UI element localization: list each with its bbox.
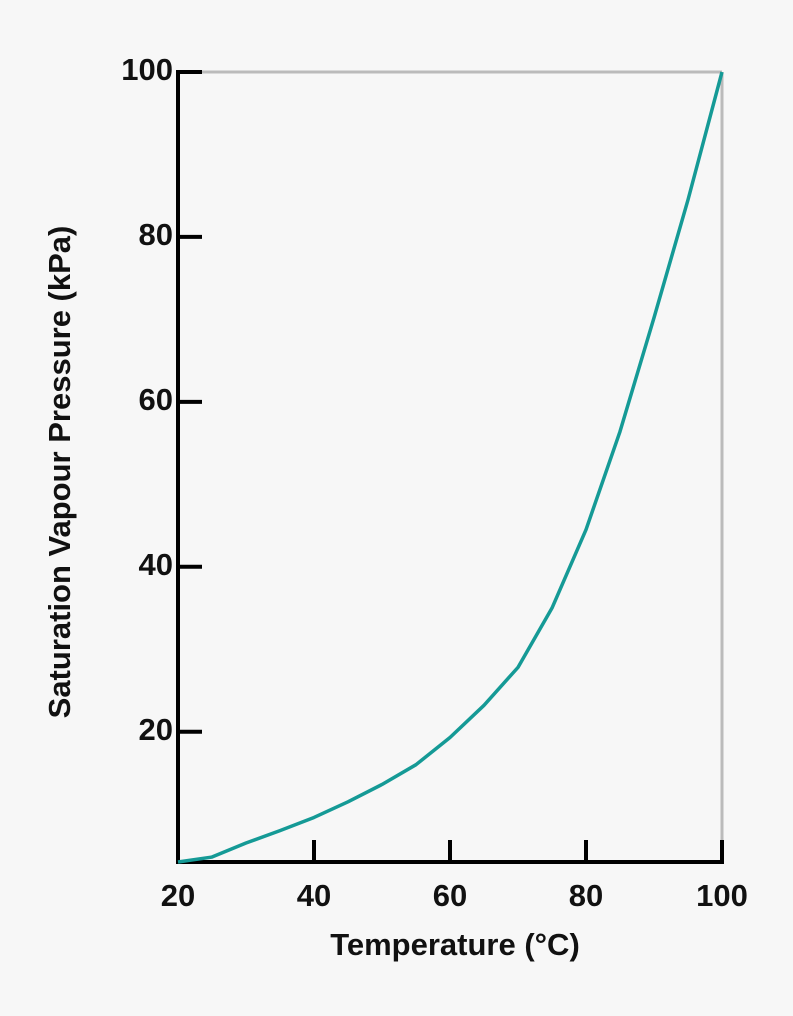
data-line xyxy=(177,71,724,864)
y-tick-label: 100 xyxy=(121,52,173,87)
x-axis-title: Temperature (°C) xyxy=(330,927,580,962)
x-tick-label: 80 xyxy=(569,878,603,913)
y-tick-label: 60 xyxy=(139,382,173,417)
y-tick-label: 40 xyxy=(139,547,173,582)
x-tick-label: 100 xyxy=(696,878,748,913)
y-tick-label: 80 xyxy=(139,217,173,252)
y-tick-label: 20 xyxy=(139,712,173,747)
x-tick-label: 40 xyxy=(297,878,331,913)
x-tick-label: 20 xyxy=(161,878,195,913)
x-tick-label: 60 xyxy=(433,878,467,913)
y-axis-title: Saturation Vapour Pressure (kPa) xyxy=(42,226,77,719)
